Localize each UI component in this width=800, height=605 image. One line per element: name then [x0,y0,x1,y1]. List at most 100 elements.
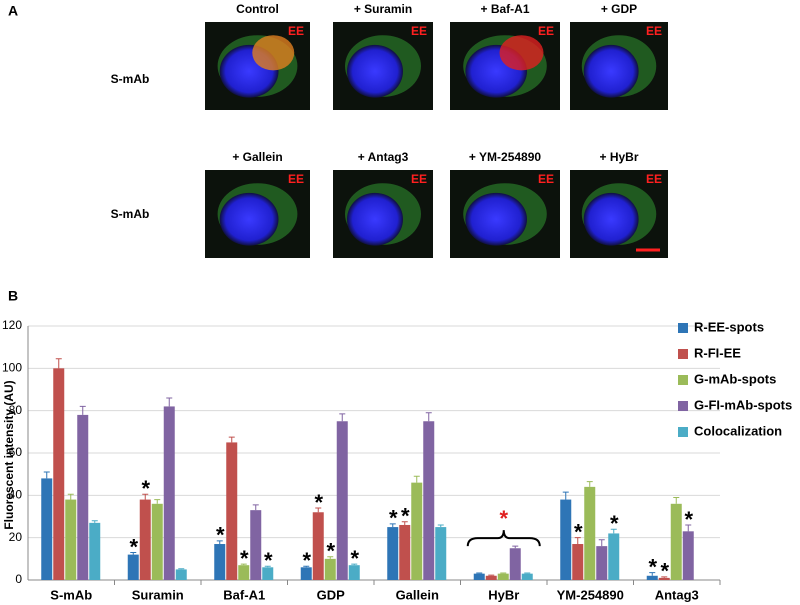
significance-mark: * [610,511,619,536]
y-tick-label: 100 [2,361,22,375]
bar [485,575,497,580]
legend-swatch [678,375,688,385]
nucleus [583,192,639,246]
bar [658,577,670,580]
bar [584,486,596,580]
bar [473,573,485,580]
y-tick-label: 40 [9,488,23,502]
legend-label: Colocalization [694,423,782,438]
error-bar [488,574,495,576]
legend-label: R-FI-EE [694,345,741,360]
bar [226,442,238,580]
y-tick-label: 60 [9,445,23,459]
nucleus [347,192,403,246]
error-bar [142,493,149,500]
bar [175,569,187,580]
bar [336,421,348,580]
significance-mark: * [216,523,225,548]
error-bar [79,405,86,415]
bar [139,499,151,580]
image-title: + Baf-A1 [480,2,529,16]
ee-badge: EE [411,24,427,38]
legend-swatch [678,401,688,411]
ee-badge: EE [538,24,554,38]
significance-mark: * [574,519,583,544]
y-axis-label: Fluorescent intensity (AU) [2,380,16,529]
bar [596,546,608,580]
bar [682,531,694,580]
panel-label: A [8,3,18,19]
row-label: S-mAb [111,72,150,86]
error-bar [476,572,483,574]
error-bar [43,471,50,479]
image-title: + Antag3 [358,150,409,164]
significance-mark: * [499,506,508,531]
legend-label: G-mAb-spots [694,371,776,386]
bar [127,554,139,580]
error-bar [303,565,310,568]
x-tick-label: YM-254890 [557,587,624,602]
error-bar [351,563,358,566]
row-label: S-mAb [111,207,150,221]
error-bar [598,539,605,547]
significance-mark: * [264,548,273,573]
nucleus [465,192,527,246]
error-bar [512,545,519,549]
y-tick-label: 120 [2,318,22,332]
significance-mark: * [240,546,249,571]
bar [348,565,360,580]
bar [77,414,89,580]
image-title: + HyBr [599,150,638,164]
bar [312,512,324,580]
error-bar [685,524,692,532]
error-bar [178,568,185,570]
bar [387,527,399,580]
significance-mark: * [684,507,693,532]
bar [41,478,53,580]
image-title: Control [236,2,279,16]
bar [262,567,274,580]
legend-label: G-FI-mAb-spots [694,397,792,412]
error-bar [661,576,668,578]
error-bar [264,565,271,568]
bar [521,573,533,580]
bar [238,565,250,580]
x-tick-label: GDP [317,587,346,602]
error-bar [425,412,432,422]
error-bar [327,556,334,559]
significance-mark: * [141,476,150,501]
bar [89,522,101,580]
image-title: + Gallein [232,150,282,164]
error-bar [216,540,223,545]
bar [399,524,411,580]
ee-badge: EE [411,172,427,186]
bar [509,548,521,580]
error-bar [413,475,420,483]
bar [435,527,447,580]
error-bar [154,499,161,504]
error-bar [649,572,656,576]
error-bar [166,397,173,407]
significance-mark: * [302,548,311,573]
bar [163,406,175,580]
significance-mark: * [314,490,323,515]
error-bar [562,491,569,500]
nucleus [583,44,639,98]
bar [497,573,509,580]
error-bar [389,523,396,528]
bar [560,499,572,580]
bar [151,503,163,580]
ee-badge: EE [288,24,304,38]
error-bar [673,496,680,504]
cell-red [252,35,295,71]
error-bar [437,524,444,528]
image-title: + YM-254890 [469,150,541,164]
error-bar [67,493,74,500]
error-bar [240,563,247,566]
x-tick-label: HyBr [488,587,519,602]
bar [411,482,423,580]
significance-mark: * [129,534,138,559]
bar [300,567,312,580]
bar [214,544,226,580]
